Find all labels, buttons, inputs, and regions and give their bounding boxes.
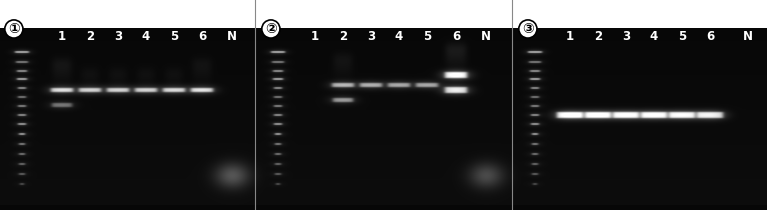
Text: 1: 1 <box>58 30 66 43</box>
Text: 2: 2 <box>339 30 347 43</box>
Text: 5: 5 <box>170 30 178 43</box>
Text: 1: 1 <box>566 30 574 43</box>
Text: N: N <box>481 30 491 43</box>
Text: N: N <box>227 30 237 43</box>
Text: 2: 2 <box>86 30 94 43</box>
Text: ②: ② <box>265 22 277 36</box>
Text: 6: 6 <box>198 30 206 43</box>
Text: ③: ③ <box>522 22 534 36</box>
Text: 2: 2 <box>594 30 602 43</box>
Text: 4: 4 <box>650 30 658 43</box>
Text: 1: 1 <box>311 30 319 43</box>
Text: 6: 6 <box>452 30 460 43</box>
Bar <box>0 0 767 28</box>
Text: ①: ① <box>8 22 20 36</box>
Text: 3: 3 <box>622 30 630 43</box>
Text: N: N <box>743 30 753 43</box>
Text: 4: 4 <box>395 30 403 43</box>
Text: 3: 3 <box>114 30 122 43</box>
Text: 4: 4 <box>142 30 150 43</box>
Text: 3: 3 <box>367 30 375 43</box>
Text: 5: 5 <box>423 30 431 43</box>
Text: 5: 5 <box>678 30 686 43</box>
Text: 6: 6 <box>706 30 714 43</box>
